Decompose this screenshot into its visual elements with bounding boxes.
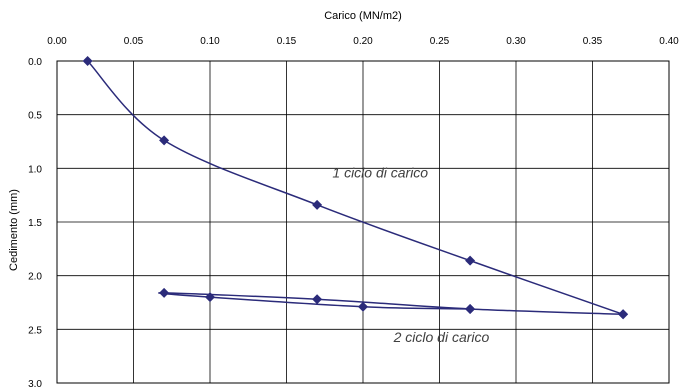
x-tick-label: 0.00: [47, 36, 67, 47]
x-tick-label: 0.35: [583, 36, 603, 47]
annotations: 1 ciclo di carico 2 ciclo di carico: [332, 165, 489, 345]
y-axis-title: Cedimento (mm): [8, 189, 20, 271]
x-tick-label: 0.15: [277, 36, 297, 47]
cycle-annotation: 2 ciclo di carico: [393, 329, 490, 345]
data-point: [82, 56, 93, 66]
data-point: [312, 294, 323, 305]
x-tick-label: 0.40: [659, 36, 679, 47]
data-point: [618, 309, 629, 320]
data-point: [159, 287, 170, 298]
y-tick-label: 1.5: [28, 218, 42, 229]
tick-labels: 0.00 0.05 0.10 0.15 0.20 0.25 0.30 0.35 0.40 0.0 0…: [28, 36, 679, 387]
data-point: [159, 135, 170, 146]
x-tick-label: 0.05: [124, 36, 144, 47]
data-point: [465, 255, 476, 266]
y-tick-label: 3.0: [28, 379, 42, 387]
x-tick-label: 0.25: [430, 36, 450, 47]
y-tick-label: 0.0: [28, 57, 42, 68]
x-tick-label: 0.20: [353, 36, 373, 47]
data-point: [358, 301, 368, 312]
x-tick-label: 0.30: [506, 36, 526, 47]
x-tick-label: 0.10: [200, 36, 220, 47]
y-tick-label: 0.5: [28, 111, 42, 122]
data-point: [312, 199, 323, 210]
series-group: [82, 56, 629, 320]
x-axis-title: Carico (MN/m2): [324, 10, 402, 22]
cycle-annotation: 1 ciclo di carico: [332, 165, 428, 181]
data-point: [465, 303, 476, 314]
y-tick-label: 2.0: [28, 272, 42, 283]
y-tick-label: 2.5: [28, 325, 42, 336]
y-tick-label: 1.0: [28, 164, 42, 175]
data-point: [205, 292, 215, 303]
